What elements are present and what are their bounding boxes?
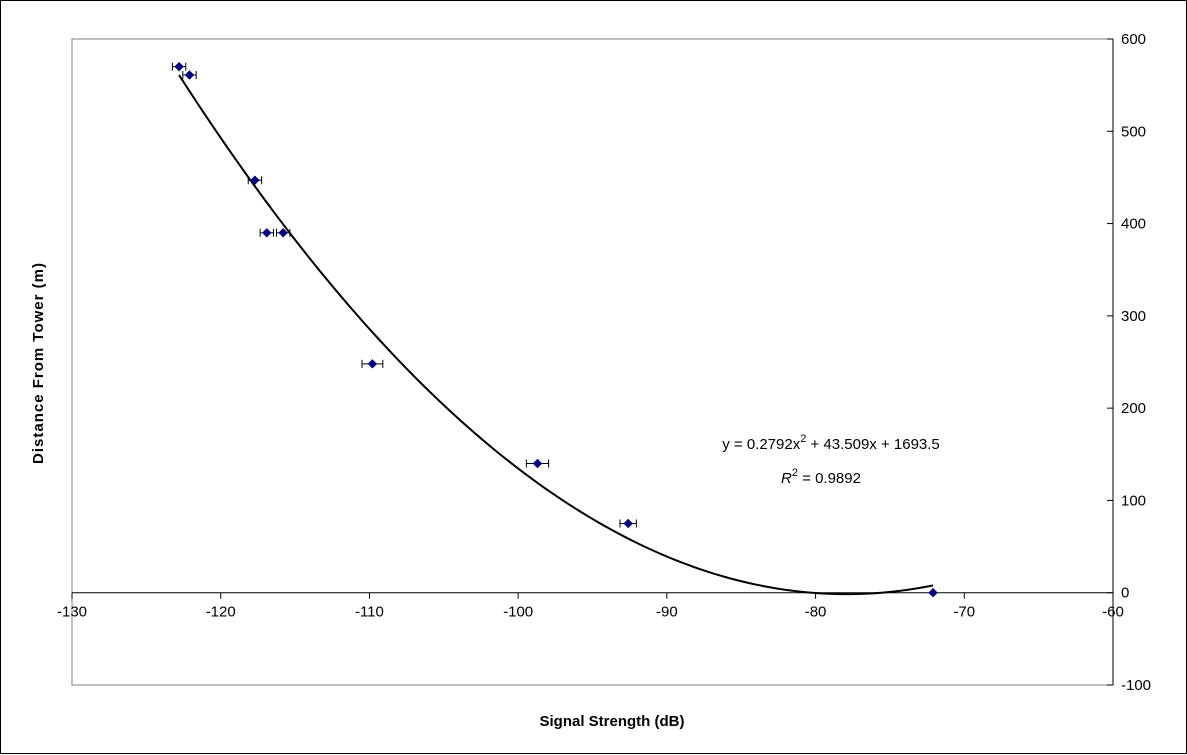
plot-area [71,38,1114,686]
y-tick-label: 100 [1121,492,1146,509]
x-tick-label: -80 [805,604,827,621]
y-tick-label: 0 [1121,585,1129,602]
x-axis-ticks: -130 -120 -110 -100 -90 -80 -70 -60 [57,592,1124,621]
x-tick-label: -120 [206,604,236,621]
trendline [178,74,934,596]
y-tick-label: 400 [1121,216,1146,233]
r-squared-exponent: 2 [792,467,798,479]
data-point [184,70,195,80]
r-squared-var: R [781,470,792,487]
data-point [174,61,184,72]
y-tick-label: 300 [1121,308,1146,325]
y-tick-label: -100 [1121,677,1151,694]
x-tick-label: -90 [656,604,678,621]
x-tick-label: -60 [1102,604,1124,621]
data-point [532,458,543,469]
y-axis-ticks: -100 0 100 200 300 400 500 600 [1107,31,1151,694]
data-point [367,359,378,369]
r-squared-label: R2 = 0.9892 [781,467,861,487]
data-point [278,228,288,238]
equation-rest: + 43.509x + 1693.5 [806,436,939,453]
y-tick-label: 200 [1121,400,1146,417]
x-tick-label: -110 [355,604,384,621]
equation-lead: y = 0.2792x [722,436,800,453]
y-tick-label: 500 [1121,123,1146,140]
r-squared-value: = 0.9892 [798,470,861,487]
x-tick-label: -100 [503,604,533,621]
y-tick-label: 600 [1121,31,1146,48]
data-points [171,61,938,598]
equation-exponent: 2 [800,433,806,445]
x-tick-label: -70 [953,604,975,621]
data-point [928,588,938,598]
y-axis-title: Distance From Tower (m) [30,262,47,464]
data-point [623,518,633,529]
data-point [262,228,272,238]
x-tick-label: -130 [57,604,87,621]
x-axis-title: Signal Strength (dB) [540,713,685,730]
trendline-equation: y = 0.2792x2 + 43.509x + 1693.5 [722,433,940,453]
data-point [250,175,260,185]
